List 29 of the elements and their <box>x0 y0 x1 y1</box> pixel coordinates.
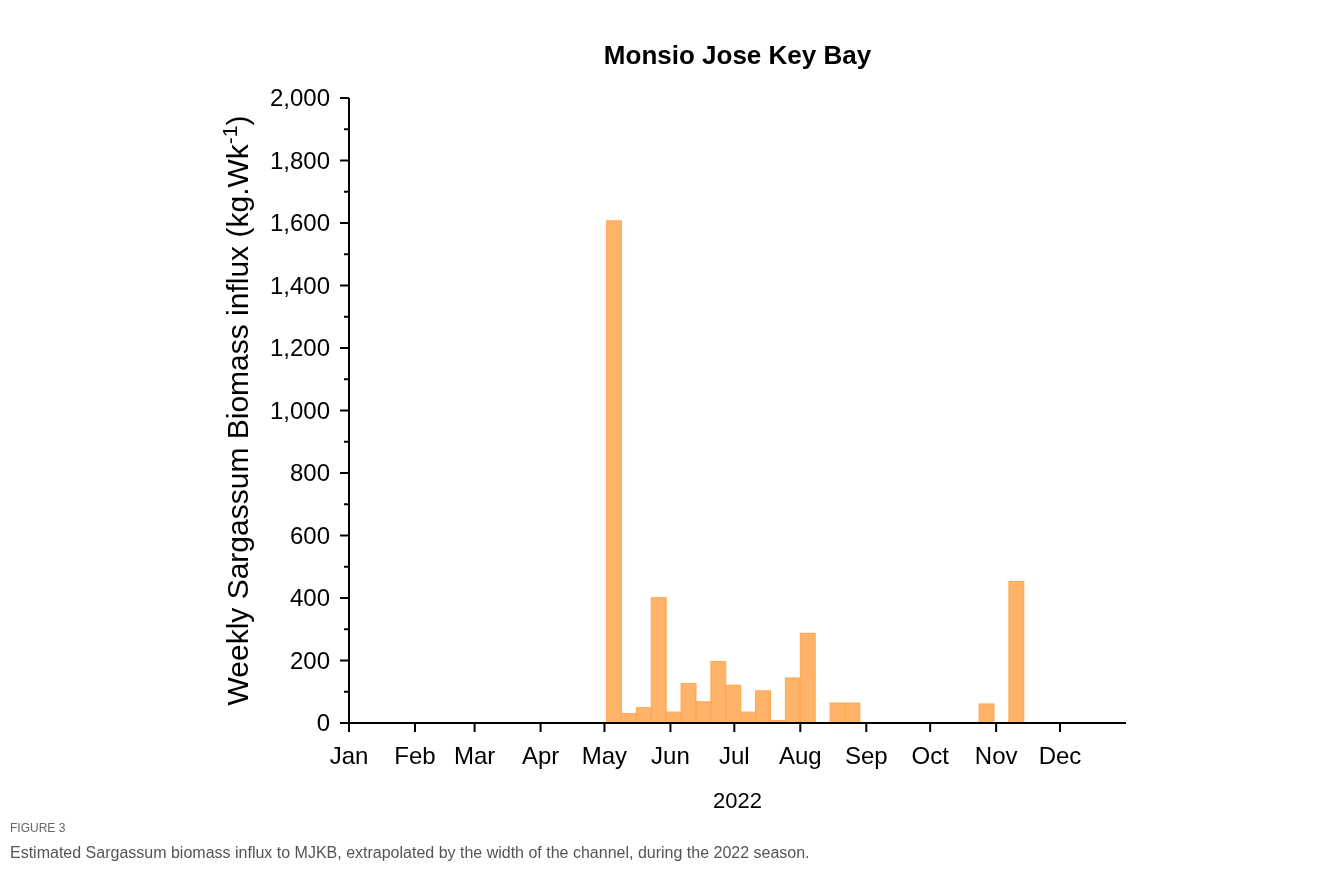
y-tick-label: 600 <box>289 521 330 549</box>
x-tick-label: Oct <box>911 742 950 769</box>
bar <box>1008 580 1025 724</box>
y-tick-label: 400 <box>289 584 330 611</box>
bar <box>978 703 995 724</box>
x-tick-label: May <box>581 742 628 769</box>
y-tick-label: 1,400 <box>269 271 330 299</box>
chart-title: Monsio Jose Key Bay <box>603 40 872 70</box>
x-tick-label: Apr <box>521 742 560 769</box>
x-tick-label: Mar <box>453 742 496 769</box>
x-tick-label: Nov <box>974 742 1018 769</box>
y-tick-label: 1,800 <box>269 146 330 174</box>
y-tick-label: 1,200 <box>269 334 330 361</box>
text: Estimated Sargassum biomass influx to MJKB, extrapolated by the width of the channel, during the 2022 season. <box>10 844 810 861</box>
y-tick-label: 800 <box>289 459 330 486</box>
x-tick-label: Jan <box>329 742 369 769</box>
x-tick-label: Jul <box>718 742 750 769</box>
x-axis-title: 2022 <box>713 788 762 813</box>
x-tick-label: Aug <box>778 742 822 769</box>
caption: FIGURE 3 <box>10 821 66 835</box>
y-tick-label: 0 <box>316 709 330 736</box>
y-tick-label: 1,000 <box>269 396 330 424</box>
y-tick-label: 2,000 <box>269 84 330 111</box>
y-tick-label: 1,600 <box>269 209 330 236</box>
y-tick-label: 200 <box>289 646 330 674</box>
x-tick-label: Sep <box>844 742 888 769</box>
x-tick-label: Feb <box>394 742 436 769</box>
x-tick-label: Dec <box>1038 742 1082 769</box>
x-tick-label: Jun <box>651 742 690 769</box>
